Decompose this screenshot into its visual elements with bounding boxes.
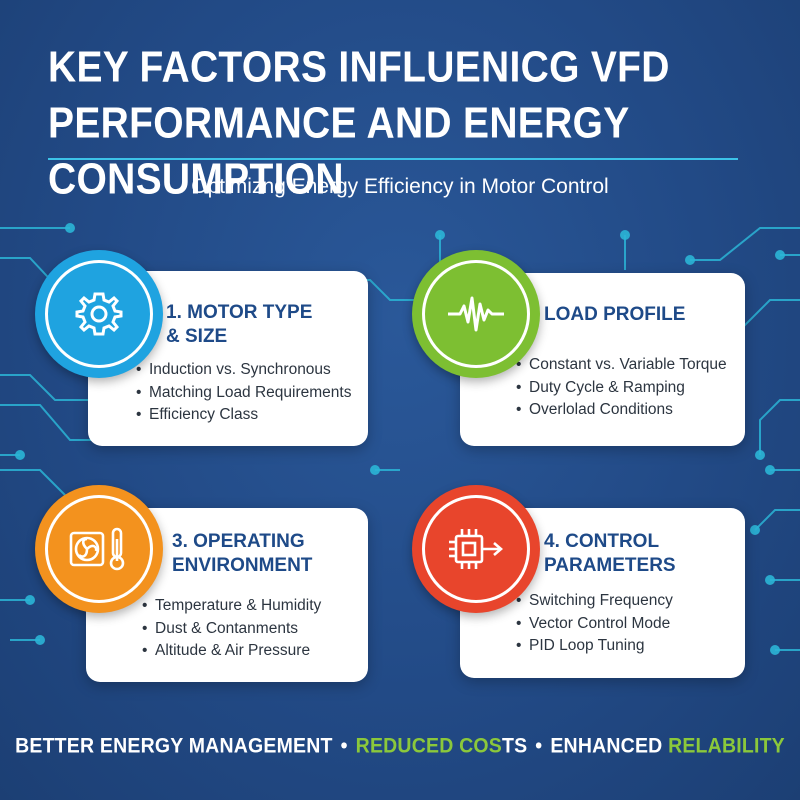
list-item: Efficiency Class	[136, 404, 351, 427]
environment-badge	[35, 485, 163, 613]
list-item: Altitude & Air Pressure	[142, 640, 321, 663]
footer-costs: REDUCED COS	[355, 733, 502, 759]
motor-badge	[35, 250, 163, 378]
title-line-2: PERFORMANCE AND ENERGY CONSUMPTION	[48, 99, 629, 204]
page-title: KEY FACTORS INFLUENICG VFD PERFORMANCE A…	[48, 40, 768, 208]
footer-separator: •	[340, 733, 348, 759]
list-item: Constant vs. Variable Torque	[516, 354, 727, 377]
gear-icon	[75, 292, 123, 336]
waveform-icon	[448, 296, 504, 332]
page-subtitle: Optimizng Energy Efficiency in Motor Con…	[191, 175, 609, 198]
title-divider	[48, 158, 738, 160]
title-line-1: KEY FACTORS INFLUENICG VFD	[48, 43, 670, 92]
list-item: PID Loop Tuning	[516, 635, 673, 658]
list-item: Overlolad Conditions	[516, 399, 727, 422]
footer-tagline: BETTER ENERGY MANAGEMENT • REDUCED COSTS • E…	[0, 734, 800, 759]
load-badge	[412, 250, 540, 378]
list-item: Duty Cycle & Ramping	[516, 377, 727, 400]
bullet-list: Induction vs. Synchronous Matching Load …	[136, 359, 351, 427]
list-item: Vector Control Mode	[516, 613, 673, 636]
list-item: Temperature & Humidity	[142, 595, 321, 618]
chip-icon	[449, 529, 503, 569]
list-item: Matching Load Requirements	[136, 382, 351, 405]
bullet-list: Switching Frequency Vector Control Mode …	[516, 590, 673, 658]
fan-thermometer-icon	[69, 527, 125, 571]
card-title: LOAD PROFILE	[544, 304, 686, 325]
footer-enhanced: ENHANCED	[550, 733, 669, 759]
bullet-list: Temperature & Humidity Dust & Contanment…	[142, 595, 321, 663]
bullet-list: Constant vs. Variable Torque Duty Cycle …	[516, 354, 727, 422]
list-item: Switching Frequency	[516, 590, 673, 613]
control-badge	[412, 485, 540, 613]
footer-costs-end: TS	[501, 733, 528, 759]
card-title: 3. OPERATING ENVIRONMENT	[172, 531, 313, 576]
footer-separator: •	[535, 733, 543, 759]
footer-energy: BETTER ENERGY MANAGEMENT	[15, 733, 333, 759]
card-control-parameters: 4. CONTROL PARAMETERS Switching Frequenc…	[460, 508, 745, 678]
footer-reliability: RELABILITY	[668, 733, 785, 759]
card-title: 4. CONTROL PARAMETERS	[544, 531, 676, 576]
list-item: Dust & Contanments	[142, 618, 321, 641]
list-item: Induction vs. Synchronous	[136, 359, 351, 382]
card-title: 1. MOTOR TYPE & SIZE	[166, 302, 313, 347]
